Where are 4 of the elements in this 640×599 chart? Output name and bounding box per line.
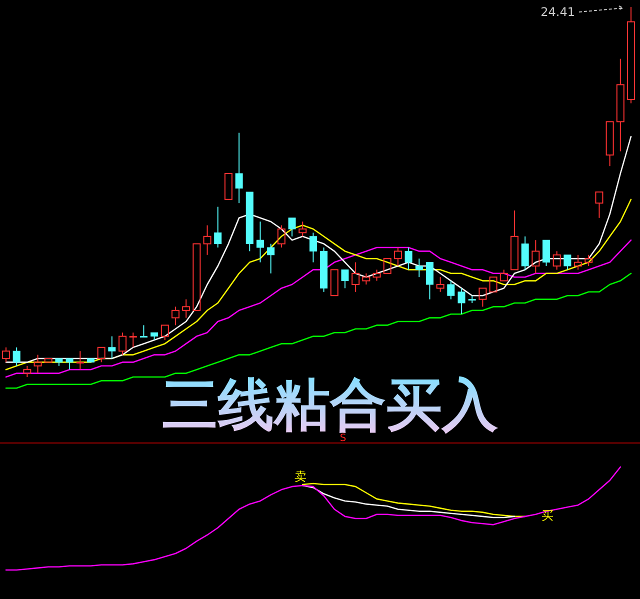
text: S (340, 433, 346, 444)
annotation: 买 (542, 508, 554, 523)
annotation: 24.41 (540, 5, 575, 19)
annotation: 卖 (294, 469, 307, 484)
